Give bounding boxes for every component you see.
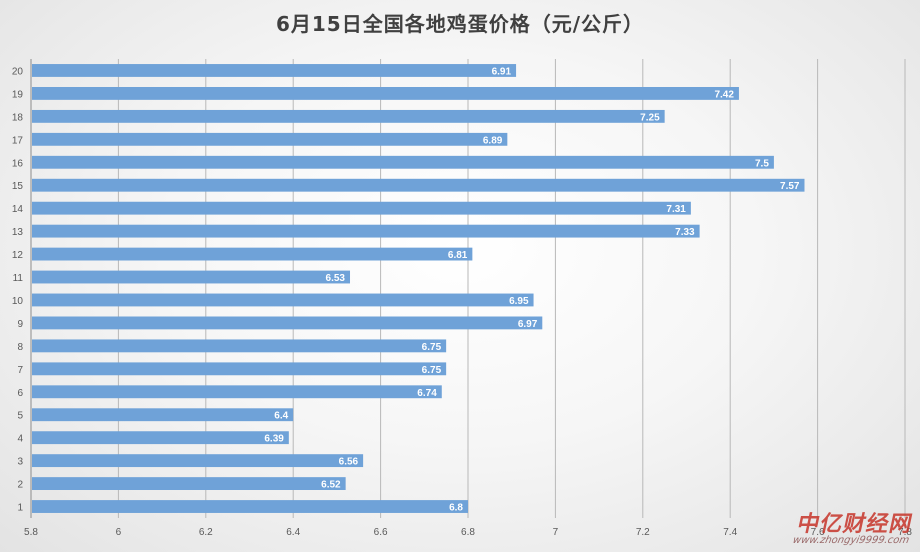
data-label: 6.75 [422, 365, 442, 376]
y-tick-label: 4 [17, 434, 23, 445]
data-label: 6.74 [417, 388, 437, 399]
y-tick-label: 2 [17, 480, 23, 491]
data-label: 7.57 [780, 181, 800, 192]
bar [32, 316, 543, 330]
y-tick-label: 8 [17, 342, 23, 353]
bar [32, 339, 447, 353]
bar [32, 86, 739, 100]
data-label: 6.81 [448, 250, 468, 261]
y-tick-label: 16 [12, 158, 24, 169]
bar [32, 155, 774, 169]
bar [32, 201, 691, 215]
x-tick-label: 6.4 [286, 527, 300, 538]
data-label: 6.89 [483, 135, 503, 146]
x-tick-label: 7 [553, 527, 559, 538]
data-label: 7.25 [640, 112, 660, 123]
y-tick-label: 10 [12, 296, 24, 307]
bar [32, 293, 534, 307]
bar [32, 247, 473, 261]
bar [32, 385, 442, 399]
y-tick-label: 3 [17, 457, 23, 468]
bar [32, 224, 700, 238]
watermark-text: 中亿财经网 [794, 512, 915, 537]
y-tick-label: 6 [17, 388, 23, 399]
data-label: 6.75 [422, 342, 442, 353]
bar [32, 500, 468, 513]
x-tick-label: 6 [116, 527, 122, 538]
y-tick-label: 15 [12, 181, 24, 192]
data-label: 6.8 [449, 503, 463, 514]
data-label: 7.33 [675, 227, 695, 238]
data-label: 6.95 [509, 296, 529, 307]
y-tick-label: 11 [13, 273, 24, 284]
bar [32, 431, 289, 445]
bar [32, 362, 447, 376]
bar [32, 109, 665, 123]
y-tick-label: 13 [12, 227, 24, 238]
data-label: 6.97 [518, 319, 538, 330]
y-tick-label: 7 [17, 365, 23, 376]
y-tick-label: 18 [12, 112, 24, 123]
x-tick-label: 6.2 [199, 527, 213, 538]
data-label: 7.5 [755, 158, 769, 169]
data-label: 6.4 [274, 411, 288, 422]
y-tick-label: 20 [12, 66, 24, 77]
bar [32, 477, 346, 491]
x-tick-label: 7.2 [636, 527, 650, 538]
bar [32, 408, 294, 422]
bar [32, 270, 351, 284]
x-tick-label: 5.8 [24, 527, 38, 538]
x-tick-label: 6.8 [461, 527, 475, 538]
bar [32, 132, 508, 146]
y-tick-label: 1 [17, 503, 23, 514]
data-label: 6.56 [339, 457, 359, 468]
y-tick-label: 17 [12, 135, 24, 146]
x-tick-label: 6.6 [374, 527, 388, 538]
bar [32, 178, 805, 192]
x-tick-label: 7.8 [898, 527, 912, 538]
y-tick-label: 19 [12, 89, 24, 100]
y-tick-label: 14 [12, 204, 24, 215]
data-label: 6.53 [326, 273, 346, 284]
data-label: 6.91 [492, 66, 512, 77]
y-tick-label: 9 [17, 319, 23, 330]
data-label: 7.42 [714, 89, 734, 100]
y-tick-label: 5 [17, 411, 23, 422]
data-label: 7.31 [666, 204, 686, 215]
x-tick-label: 7.6 [811, 527, 825, 538]
x-tick-label: 7.4 [723, 527, 737, 538]
bar [32, 454, 364, 468]
y-tick-label: 12 [12, 250, 24, 261]
bar [32, 64, 517, 77]
chart-title: 6月15日全国各地鸡蛋价格（元/公斤） [275, 12, 645, 36]
data-label: 6.39 [264, 434, 284, 445]
data-label: 6.52 [321, 480, 341, 491]
watermark-logo: 中亿财经网 www.zhongyi9999.com [792, 506, 917, 546]
